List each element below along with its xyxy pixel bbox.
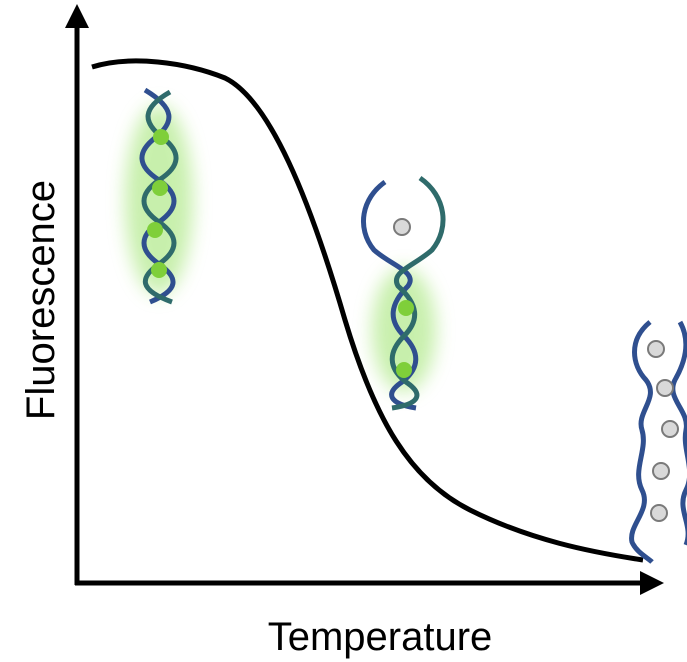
y-axis-arrowhead	[65, 4, 89, 28]
x-axis-arrowhead	[640, 571, 664, 595]
free-dye-dot	[652, 462, 670, 480]
dna-strand-2	[670, 320, 687, 546]
y-axis-label: Fluorescence	[19, 180, 63, 420]
single-stranded-dna	[629, 320, 687, 564]
dna-strand-1	[360, 179, 419, 411]
free-dye-dot	[393, 218, 411, 236]
free-dye-dot	[647, 340, 665, 358]
bound-dye-dot	[396, 362, 412, 378]
melting-curve	[91, 58, 644, 563]
bound-dye-dot	[151, 262, 167, 278]
partially-melted-dna	[360, 175, 446, 411]
glow	[372, 268, 436, 392]
bound-dye-dot	[153, 129, 169, 145]
double-stranded-dna	[125, 87, 193, 305]
x-axis-label: Temperature	[268, 615, 493, 659]
bound-dye-dot	[147, 222, 163, 238]
bound-dye-dot	[152, 180, 168, 196]
bound-dye-dot	[398, 300, 414, 316]
free-dye-dot	[650, 504, 668, 522]
axes	[65, 4, 664, 595]
free-dye-dot	[661, 420, 679, 438]
dna-strand-1	[629, 320, 654, 564]
free-dye-dot	[656, 379, 674, 397]
